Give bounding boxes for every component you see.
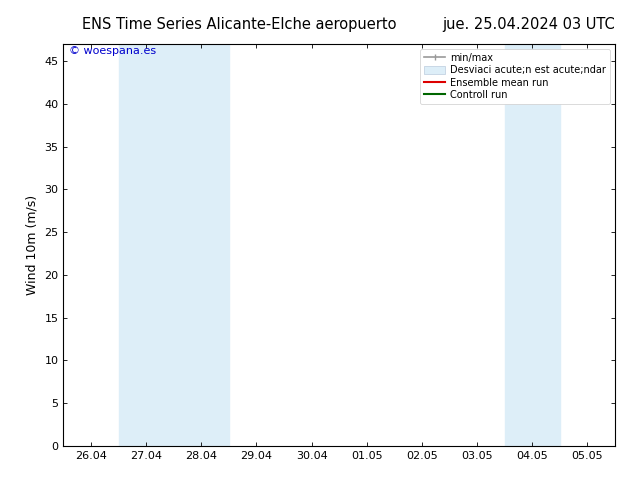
Legend: min/max, Desviaci acute;n est acute;ndar, Ensemble mean run, Controll run: min/max, Desviaci acute;n est acute;ndar…: [420, 49, 610, 104]
Text: ENS Time Series Alicante-Elche aeropuerto: ENS Time Series Alicante-Elche aeropuert…: [82, 17, 397, 32]
Bar: [119, 44, 229, 446]
Bar: [505, 44, 560, 446]
Text: jue. 25.04.2024 03 UTC: jue. 25.04.2024 03 UTC: [443, 17, 615, 32]
Text: © woespana.es: © woespana.es: [69, 46, 156, 56]
Y-axis label: Wind 10m (m/s): Wind 10m (m/s): [26, 195, 39, 295]
